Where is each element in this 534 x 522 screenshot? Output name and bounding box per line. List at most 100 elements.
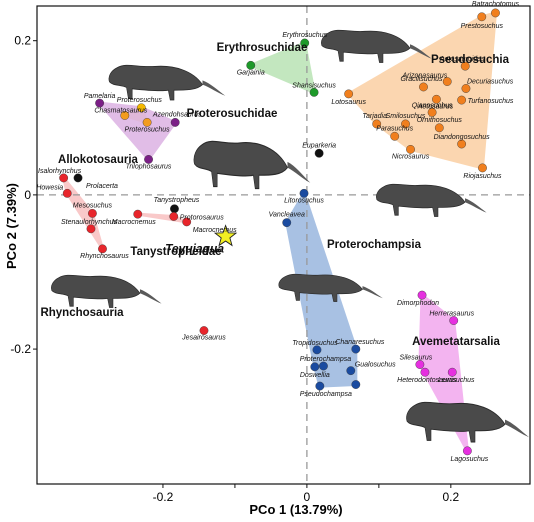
group-label-proterochampsia: Proterochampsia: [327, 239, 422, 251]
data-point: [299, 188, 309, 198]
data-point: [434, 123, 444, 133]
point-label: Euparkeria: [302, 142, 336, 149]
point-label: Shansisuchus: [292, 82, 336, 89]
data-point: [199, 326, 209, 335]
riojasuchus-silhouette: [376, 183, 487, 217]
y-tick-label: 0.2: [14, 34, 31, 48]
data-point: [136, 103, 146, 113]
point-label: Lagosuchus: [451, 456, 489, 463]
data-point: [319, 361, 328, 371]
point-label: Gualosuchus: [355, 362, 396, 369]
data-point: [460, 61, 470, 71]
point-label: Batrachotomus: [472, 1, 520, 8]
point-label: Proterosuchus: [125, 126, 171, 133]
teyujagua-star: [213, 224, 238, 247]
data-point: [142, 118, 152, 127]
point-label: Herrerasaurus: [429, 311, 474, 318]
point-label: Dimorphodon: [397, 300, 439, 307]
data-point: [344, 89, 354, 99]
data-point: [462, 446, 472, 456]
point-label: Vancleavea: [269, 212, 305, 219]
data-point: [86, 224, 96, 234]
point-label: Turfanosuchus: [468, 98, 514, 105]
data-point: [420, 367, 430, 377]
x-axis-title: PCo 1 (13.79%): [249, 502, 342, 517]
point-label: Proterochampsa: [300, 356, 351, 363]
point-label: Macrocnemus: [193, 227, 237, 234]
plot-frame: [36, 5, 531, 485]
y-tick-label: -0.2: [10, 342, 31, 356]
axis-ticks: -0.2 0 0.2 -0.2 0 0.2: [10, 34, 459, 504]
group-label-pseudosuchia: Pseudosuchia: [431, 54, 510, 66]
data-point: [478, 163, 487, 173]
data-point: [372, 119, 382, 129]
data-point: [170, 118, 180, 127]
point-label: Mesosuchus: [73, 202, 113, 209]
data-point: [461, 84, 471, 93]
point-label: Chasmatosaurus: [94, 107, 147, 114]
group-label-erythrosuchidae: Erythrosuchidae: [217, 42, 308, 54]
allokotosaur-silhouette: [193, 140, 311, 190]
group-label-avemetatarsalia: Avemetatarsalia: [412, 336, 500, 348]
data-point: [170, 204, 179, 214]
point-label: Parasuchus: [376, 125, 413, 132]
point-label: Litorosuchus: [284, 197, 324, 204]
data-point: [457, 139, 467, 149]
point-label: Qianosuchus: [412, 102, 453, 109]
point-label: Riojasuchus: [463, 173, 502, 180]
point-label: Jesairosaurus: [181, 335, 226, 342]
x-tick-label: -0.2: [153, 490, 174, 504]
data-point: [282, 218, 292, 228]
data-point: [415, 360, 425, 369]
data-point: [346, 366, 356, 376]
data-point: [417, 290, 427, 300]
data-point: [432, 94, 441, 104]
y-tick-label: 0: [24, 188, 31, 202]
data-point: [300, 38, 310, 48]
point-label: Gracilisuchus: [400, 76, 443, 83]
data-point: [351, 380, 361, 389]
plot-border: [36, 5, 531, 485]
point-label: Diandongosuchus: [434, 134, 491, 141]
rhynchosaur-silhouette: [51, 274, 162, 308]
data-point: [427, 107, 437, 117]
data-point: [310, 362, 320, 372]
point-label: Tropidosuchus: [292, 340, 338, 347]
proterochampsid-silhouette: [278, 273, 383, 302]
point-label: Decuriasuchus: [467, 78, 514, 85]
point-label: Nicrosaurus: [392, 153, 430, 160]
data-point: [88, 208, 97, 218]
animal-silhouettes: [51, 29, 529, 443]
x-tick-label: 0.2: [442, 490, 459, 504]
point-label: Prestosuchus: [461, 23, 504, 30]
data-point: [144, 155, 153, 164]
point-label: Macrocnemus: [112, 219, 156, 226]
point-label: Aetosaurus: [417, 103, 454, 110]
point-label: Smilosuchus: [386, 113, 426, 120]
group-label-tanystropheidae: Tanystropheidae: [130, 246, 221, 258]
point-label: Doswellia: [300, 372, 330, 379]
data-point: [312, 345, 322, 355]
x-tick-label: 0: [304, 490, 311, 504]
data-point: [95, 98, 105, 108]
point-label: Chanaresuchus: [335, 339, 385, 346]
lagosuchus-silhouette: [406, 401, 529, 443]
hull-erythrosuchidae: [249, 41, 316, 94]
y-axis-title: PCo 2 (7.39%): [4, 183, 19, 269]
point-label: Rhynchosaurus: [80, 253, 129, 260]
data-point: [120, 111, 130, 120]
data-point: [246, 60, 256, 70]
point-label: Proterosuchus: [117, 97, 163, 104]
data-point: [309, 87, 319, 97]
data-point: [491, 8, 500, 18]
data-point: [314, 148, 324, 158]
data-point: [351, 344, 361, 354]
data-point: [182, 217, 192, 227]
data-point: [98, 244, 107, 254]
data-point: [406, 144, 415, 154]
point-label: Pamelaria: [84, 93, 116, 100]
point-label: Garjainia: [237, 69, 265, 76]
data-point: [133, 209, 143, 219]
teyujagua-label: Teyujagua: [165, 242, 224, 256]
